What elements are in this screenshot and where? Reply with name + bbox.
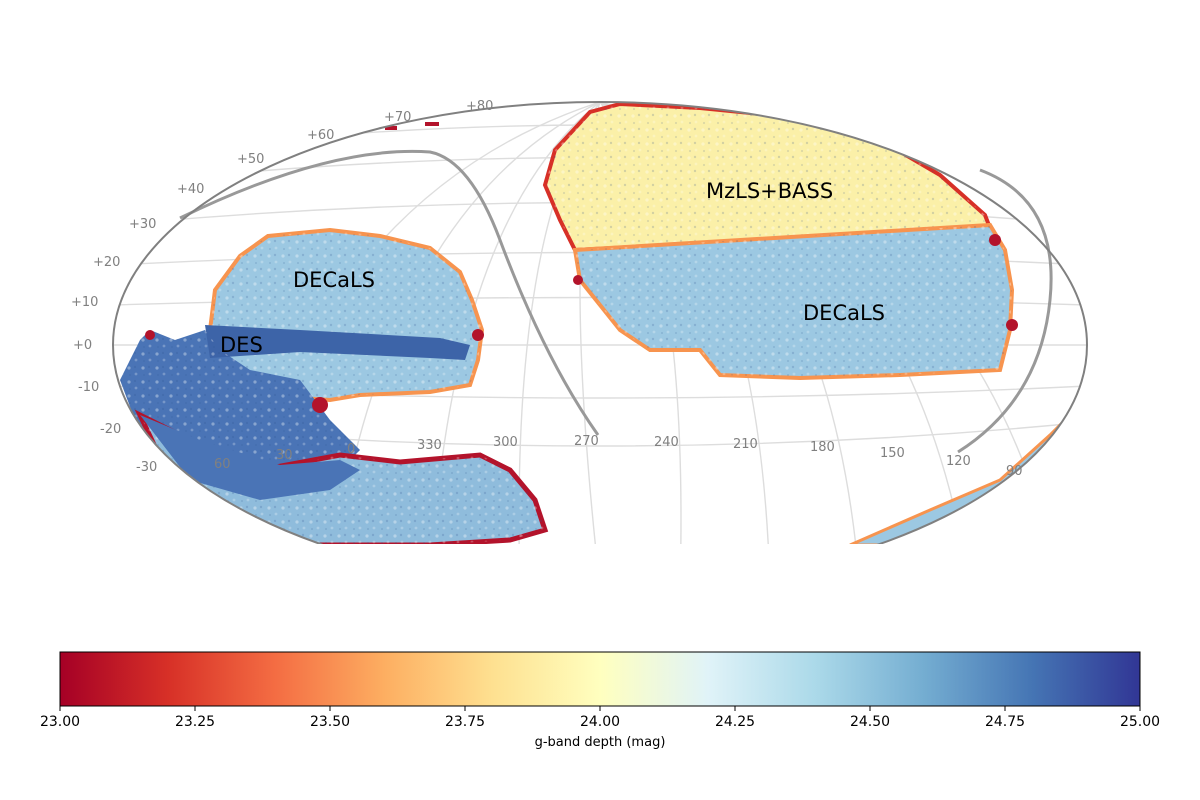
colorbar-tick-label: 23.75: [445, 714, 485, 730]
colorbar-tick-label: 24.00: [580, 714, 620, 730]
ra-labels: 60 30 0 330 300 270 240 210 180 150 120 …: [214, 434, 1023, 479]
colorbar-tick-label: 23.00: [40, 714, 80, 730]
dec-label: +10: [71, 295, 98, 310]
decals-north-label: DECaLS: [803, 301, 885, 325]
dec-label: +80: [466, 99, 493, 114]
colorbar-tick-label: 24.50: [850, 714, 890, 730]
ra-label: 30: [276, 448, 293, 463]
decals-south-east-strip: [849, 415, 1068, 544]
dec-label: -10: [78, 380, 99, 395]
colorbar-tick-label: 23.25: [175, 714, 215, 730]
colorbar-gradient: [59, 651, 1141, 707]
colorbar-tick-label: 23.50: [310, 714, 350, 730]
dec-label: +20: [93, 255, 120, 270]
region-labels: DECaLS DES MzLS+BASS DECaLS: [220, 179, 885, 357]
ra-label: 270: [574, 434, 599, 449]
colorbar: 23.00 23.25 23.50 23.75 24.00 24.25 24.50 24.75…: [40, 651, 1160, 750]
ra-label: 210: [733, 437, 758, 452]
galactic-plane-lines: [179, 149, 1053, 454]
dec-label: +50: [237, 152, 264, 167]
dec-label: +70: [384, 110, 411, 125]
mzls-bass-label: MzLS+BASS: [706, 179, 833, 203]
ra-label: 240: [654, 435, 679, 450]
ra-label: 150: [880, 446, 905, 461]
ra-label: 300: [493, 435, 518, 450]
dec-label: +40: [177, 182, 204, 197]
colorbar-tick-label: 24.25: [715, 714, 755, 730]
ra-label: 120: [946, 454, 971, 469]
dec-label: +30: [129, 217, 156, 232]
des-stripe: [205, 325, 470, 360]
colorbar-ticks: 23.00 23.25 23.50 23.75 24.00 24.25 24.50 24.75…: [40, 706, 1160, 730]
map-outline: [112, 101, 1088, 544]
colorbar-tick-label: 24.75: [985, 714, 1025, 730]
dec-label: -20: [100, 422, 121, 437]
ra-label: 0: [347, 442, 355, 457]
colorbar-title: g-band depth (mag): [535, 735, 666, 750]
decals-south-label: DECaLS: [293, 268, 375, 292]
ra-label: 330: [417, 438, 442, 453]
declination-labels: +80 +70 +60 +50 +40 +30 +20 +10 +0 -10 -…: [71, 99, 493, 475]
dec-label: -30: [136, 460, 157, 475]
colorbar-tick-label: 25.00: [1120, 714, 1160, 730]
ra-label: 180: [810, 440, 835, 455]
ra-label: 60: [214, 457, 231, 472]
dec-label: +0: [73, 338, 92, 353]
des-label: DES: [220, 333, 263, 357]
ra-label: 90: [1006, 464, 1023, 479]
dec-label: +60: [307, 128, 334, 143]
